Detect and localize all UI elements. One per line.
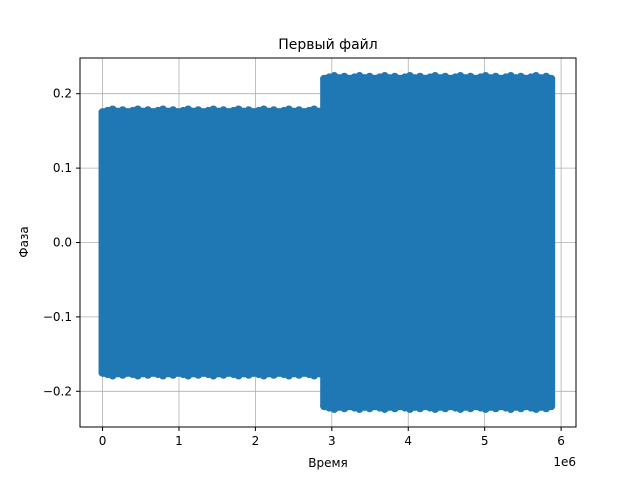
chart-title: Первый файл	[278, 37, 377, 53]
x-tick-label: 5	[481, 434, 489, 448]
x-tick-label: 6	[557, 434, 565, 448]
scatter-band-2	[320, 74, 556, 411]
y-tick-label: −0.1	[43, 310, 72, 324]
scatter-point	[547, 402, 556, 411]
x-tick-label: 1	[175, 434, 183, 448]
y-tick-label: 0.2	[53, 87, 72, 101]
x-tick-label: 3	[328, 434, 336, 448]
x-axis-label: Время	[308, 456, 348, 470]
scatter-band-1	[98, 108, 329, 377]
y-tick-label: −0.2	[43, 384, 72, 398]
y-tick-label: 0.1	[53, 161, 72, 175]
x-axis-offset-label: 1e6	[553, 455, 576, 469]
y-tick-label: 0.0	[53, 236, 72, 250]
data-marks	[98, 72, 556, 413]
scatter-point	[547, 74, 556, 83]
x-tick-label: 0	[99, 434, 107, 448]
y-axis-ticks: −0.2 −0.1 0.0 0.1 0.2	[43, 87, 80, 398]
x-tick-label: 2	[252, 434, 260, 448]
x-axis-ticks: 0 1 2 3 4 5 6	[99, 427, 565, 448]
y-axis-label: Фаза	[17, 226, 31, 257]
x-tick-label: 4	[404, 434, 412, 448]
